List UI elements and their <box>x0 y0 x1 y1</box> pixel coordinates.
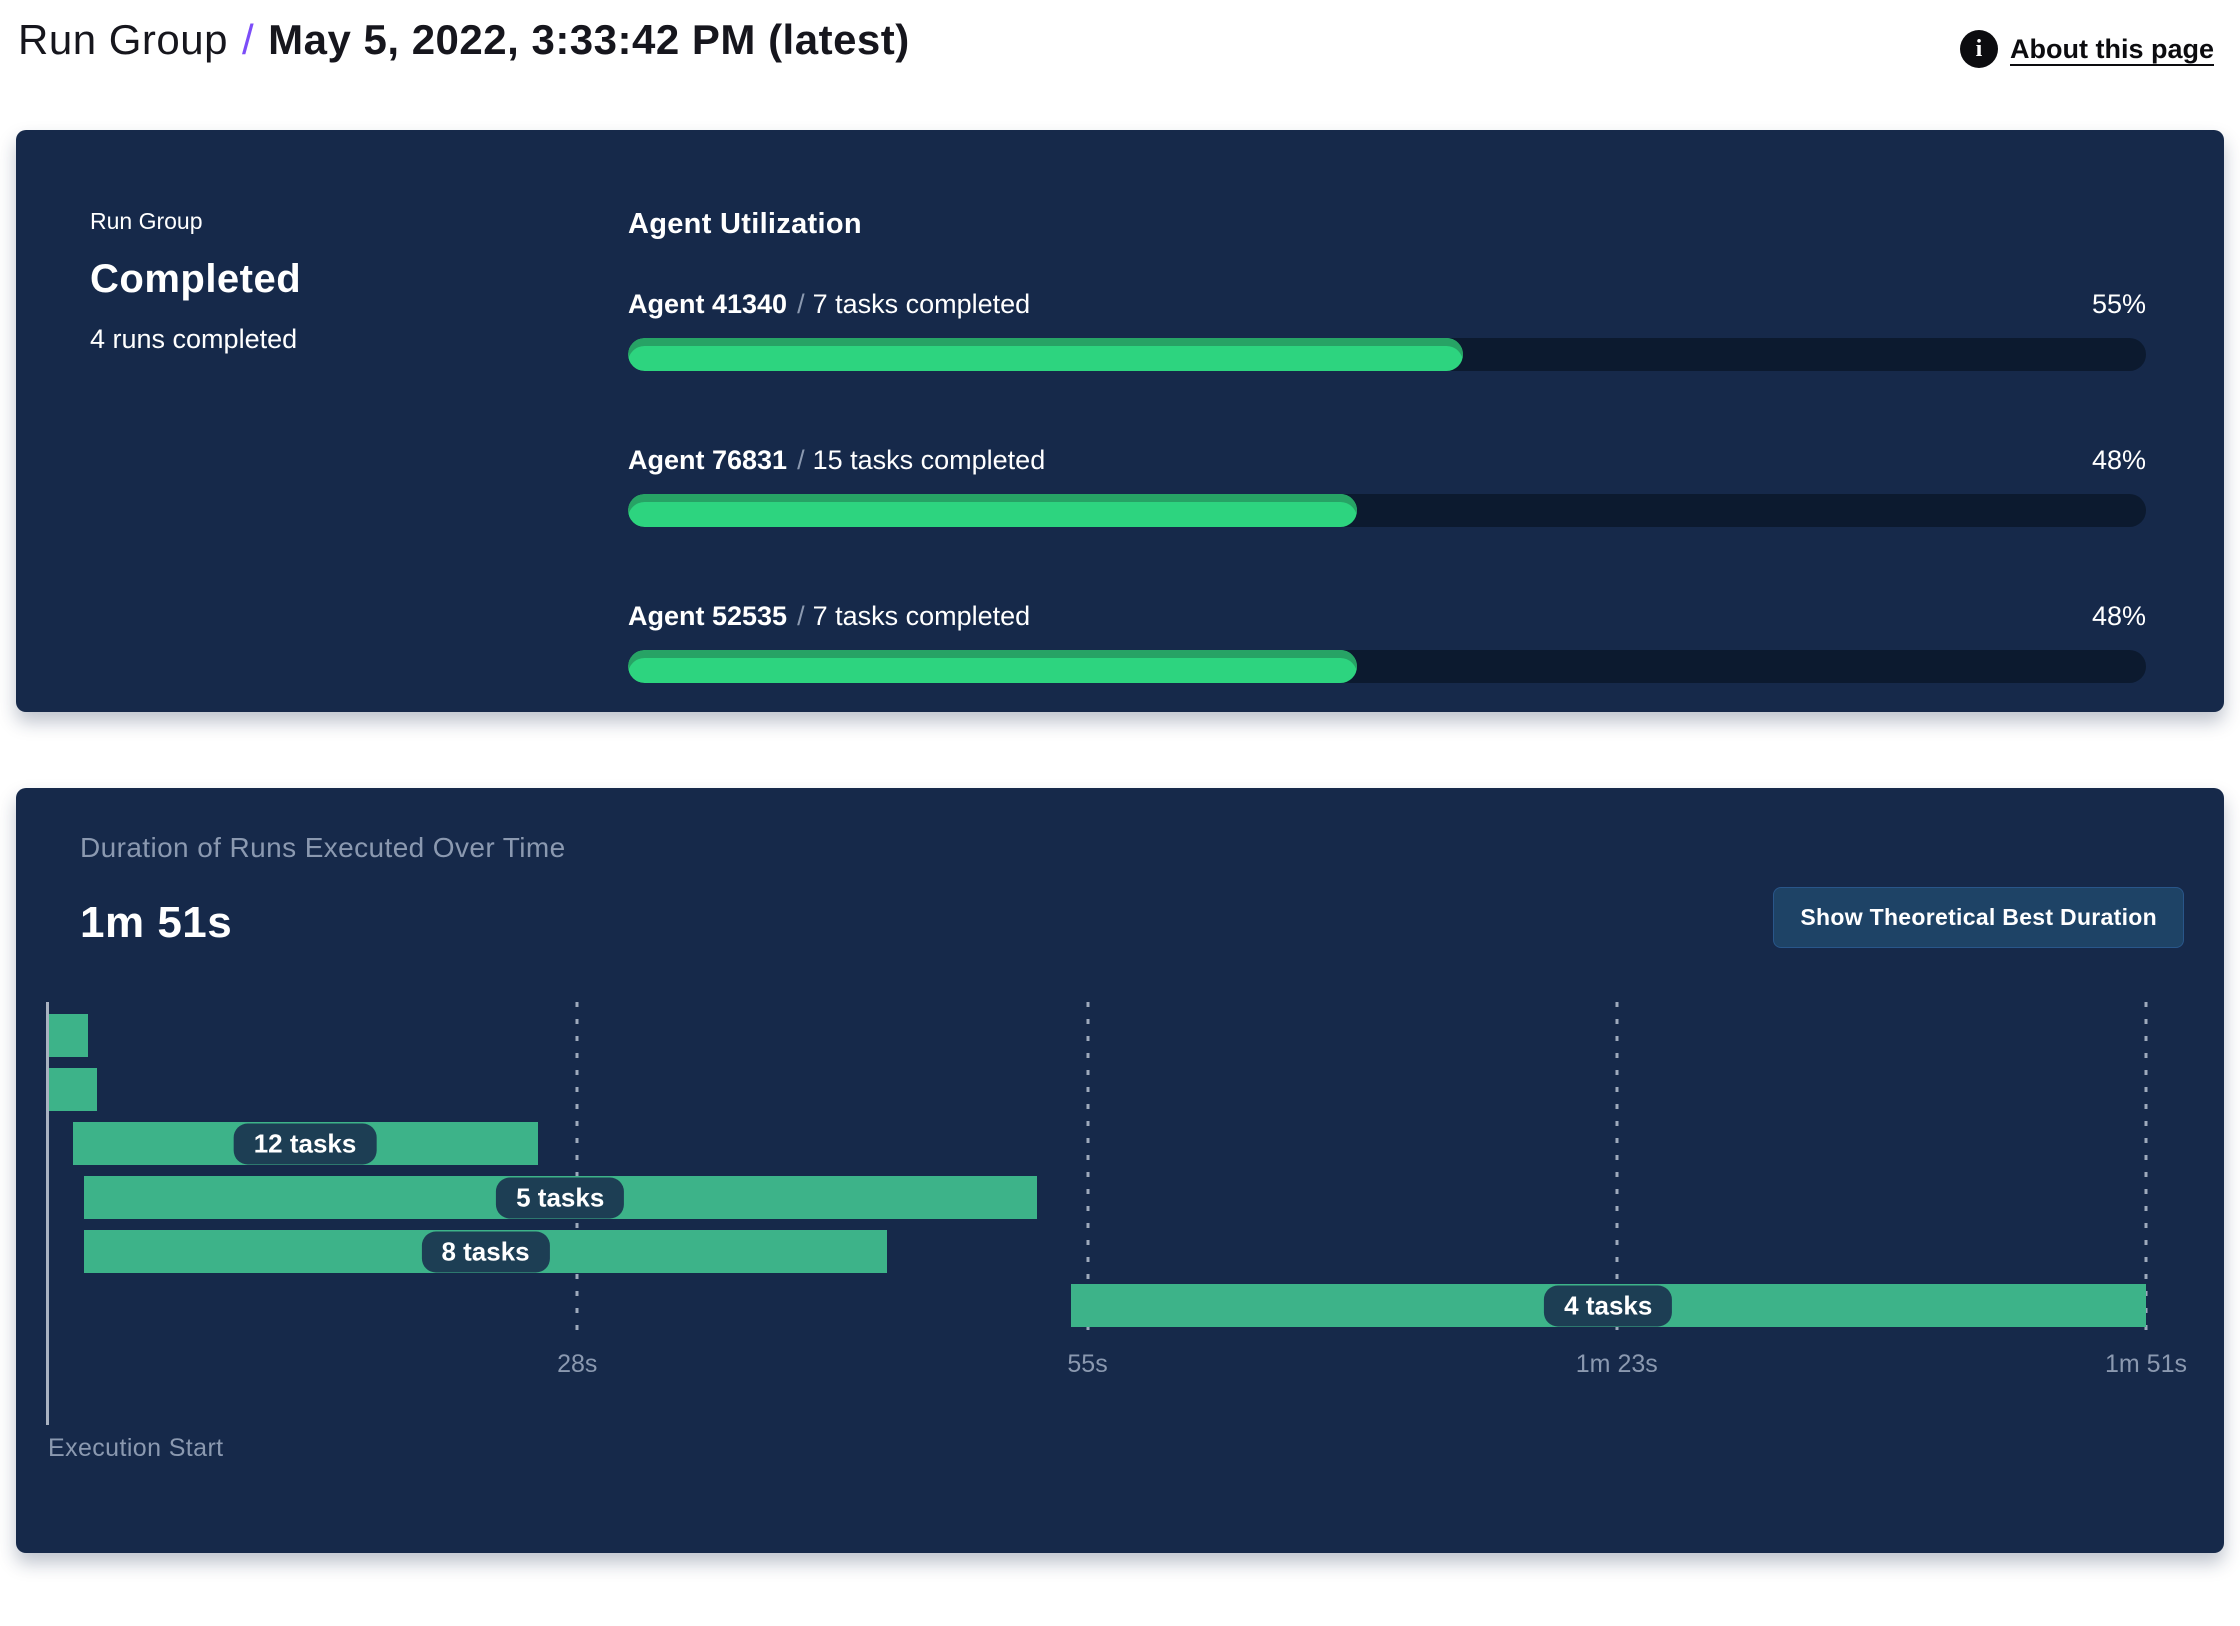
duration-card-header: Duration of Runs Executed Over Time 1m 5… <box>80 832 2184 948</box>
gridline <box>1615 1002 1619 1338</box>
agent-utilization-section: Agent Utilization Agent 41340/7 tasks co… <box>628 208 2146 712</box>
utilization-track <box>628 650 2146 683</box>
task-count-pill: 5 tasks <box>496 1177 625 1218</box>
total-duration-value: 1m 51s <box>80 898 233 947</box>
gantt-plot-area: 12 tasks 5 tasks 8 tasks <box>46 1002 2148 1425</box>
gantt-rows: 12 tasks 5 tasks 8 tasks <box>48 1002 2146 1338</box>
page-title: May 5, 2022, 3:33:42 PM (latest) <box>268 16 910 63</box>
run-duration-bar[interactable]: 12 tasks <box>72 1122 538 1165</box>
gantt-row <box>48 1014 2146 1068</box>
duration-chart-title: Duration of Runs Executed Over Time <box>80 832 566 863</box>
page-header: Run Group / May 5, 2022, 3:33:42 PM (lat… <box>0 0 2240 68</box>
agent-utilization-percent: 48% <box>2091 601 2146 631</box>
summary-card: Run Group Completed 4 runs completed Age… <box>16 130 2224 712</box>
run-duration-bar[interactable] <box>48 1068 98 1111</box>
agent-label: Agent 41340 /7 tasks completed <box>628 289 1030 320</box>
breadcrumb-root[interactable]: Run Group <box>18 16 228 63</box>
utilization-track <box>628 494 2146 527</box>
axis-tick-label: 1m 23s <box>1575 1350 1658 1378</box>
agent-separator: / <box>797 289 805 319</box>
utilization-track <box>628 338 2146 371</box>
execution-start-axis-line <box>46 1002 49 1425</box>
agent-utilization-percent: 48% <box>2091 445 2146 475</box>
axis-tick-label: 55s <box>1067 1350 1108 1378</box>
axis-tick-label: 28s <box>557 1350 598 1378</box>
page: Run Group / May 5, 2022, 3:33:42 PM (lat… <box>0 0 2240 1553</box>
agent-label: Agent 52535 /7 tasks completed <box>628 601 1030 632</box>
axis-tick-label: 1m 51s <box>2105 1350 2187 1378</box>
runs-completed-text: 4 runs completed <box>90 324 298 354</box>
duration-card: Duration of Runs Executed Over Time 1m 5… <box>16 788 2224 1553</box>
agent-utilization-row: Agent 76831 /15 tasks completed 48% <box>628 445 2146 527</box>
show-theoretical-best-button[interactable]: Show Theoretical Best Duration <box>1773 887 2184 948</box>
gantt-chart: 12 tasks 5 tasks 8 tasks <box>46 1002 2187 1463</box>
gantt-row: 5 tasks <box>48 1176 2146 1230</box>
agent-name: Agent 76831 <box>628 445 788 475</box>
gantt-axis-ticks: 28s 55s 1m 23s 1m 51s <box>48 1350 2187 1382</box>
about-link[interactable]: i About this page <box>1960 30 2214 68</box>
run-duration-bar[interactable]: 5 tasks <box>83 1176 1037 1219</box>
agent-tasks-completed: 7 tasks completed <box>812 289 1031 319</box>
run-duration-bar[interactable] <box>48 1014 88 1057</box>
task-count-pill: 4 tasks <box>1544 1285 1673 1326</box>
utilization-fill <box>628 650 1357 683</box>
gridline <box>575 1002 579 1338</box>
task-count-pill: 12 tasks <box>233 1123 377 1164</box>
agent-separator: / <box>797 445 805 475</box>
agent-name: Agent 41340 <box>628 289 788 319</box>
agent-row-header: Agent 41340 /7 tasks completed 55% <box>628 289 2146 320</box>
agent-utilization-heading: Agent Utilization <box>628 208 862 240</box>
agent-separator: / <box>797 601 805 631</box>
task-count-pill: 8 tasks <box>421 1231 550 1272</box>
agent-utilization-row: Agent 41340 /7 tasks completed 55% <box>628 289 2146 371</box>
gantt-row: 4 tasks <box>48 1284 2146 1338</box>
gantt-row <box>48 1068 2146 1122</box>
run-duration-bar[interactable]: 4 tasks <box>1070 1284 2146 1327</box>
gantt-row: 8 tasks <box>48 1230 2146 1284</box>
breadcrumb-separator: / <box>241 16 255 63</box>
run-group-summary: Run Group Completed 4 runs completed <box>90 208 628 712</box>
info-icon: i <box>1960 30 1998 68</box>
agent-name: Agent 52535 <box>628 601 788 631</box>
agent-utilization-percent: 55% <box>2091 289 2146 319</box>
agent-tasks-completed: 15 tasks completed <box>812 445 1046 475</box>
status-text: Completed <box>90 257 302 301</box>
agent-utilization-row: Agent 52535 /7 tasks completed 48% <box>628 601 2146 683</box>
run-duration-bar[interactable]: 8 tasks <box>83 1230 888 1273</box>
gridline <box>2144 1002 2148 1338</box>
duration-card-titles: Duration of Runs Executed Over Time 1m 5… <box>80 832 566 948</box>
gantt-row: 12 tasks <box>48 1122 2146 1176</box>
agent-label: Agent 76831 /15 tasks completed <box>628 445 1045 476</box>
breadcrumb: Run Group / May 5, 2022, 3:33:42 PM (lat… <box>18 16 910 64</box>
run-group-label: Run Group <box>90 208 203 234</box>
agent-row-header: Agent 52535 /7 tasks completed 48% <box>628 601 2146 632</box>
about-link-label: About this page <box>2010 33 2214 64</box>
gridline <box>1086 1002 1090 1338</box>
utilization-fill <box>628 338 1463 371</box>
utilization-fill <box>628 494 1357 527</box>
execution-start-label: Execution Start <box>48 1434 224 1462</box>
agent-row-header: Agent 76831 /15 tasks completed 48% <box>628 445 2146 476</box>
agent-tasks-completed: 7 tasks completed <box>812 601 1031 631</box>
